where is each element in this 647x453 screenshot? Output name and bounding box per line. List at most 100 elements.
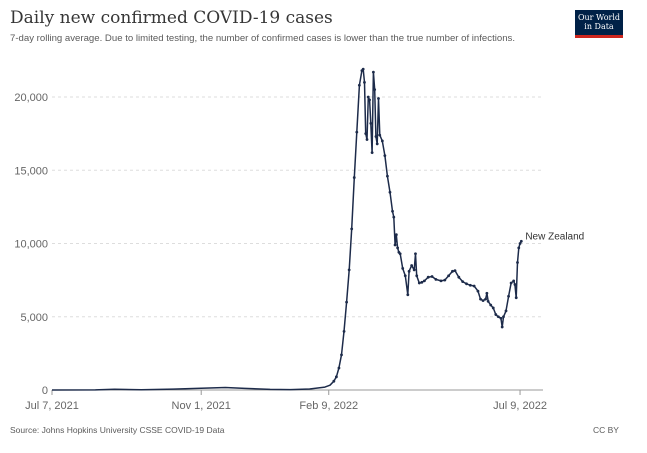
data-point[interactable]: [514, 296, 518, 300]
data-point[interactable]: [422, 279, 426, 283]
data-point[interactable]: [340, 353, 343, 357]
data-point[interactable]: [398, 252, 402, 256]
data-point[interactable]: [512, 279, 516, 283]
logo-line-2: in Data: [584, 22, 614, 31]
data-point[interactable]: [439, 279, 443, 283]
data-point[interactable]: [472, 284, 476, 288]
data-point[interactable]: [468, 283, 472, 287]
data-point[interactable]: [496, 315, 500, 319]
data-point[interactable]: [519, 239, 523, 243]
data-point[interactable]: [386, 174, 389, 178]
data-point[interactable]: [447, 274, 451, 278]
x-axis-tick-labels: Jul 7, 2021 Nov 1, 2021 Feb 9, 2022 Jul 9, …: [25, 390, 547, 412]
data-point[interactable]: [392, 215, 396, 219]
data-point[interactable]: [461, 280, 465, 283]
license-label[interactable]: CC BY: [593, 425, 619, 435]
data-point[interactable]: [369, 121, 373, 125]
data-point[interactable]: [502, 315, 505, 319]
owid-logo[interactable]: Our World in Data: [575, 10, 623, 38]
data-point[interactable]: [383, 154, 387, 158]
data-point[interactable]: [489, 303, 493, 307]
data-point[interactable]: [388, 190, 392, 194]
data-point[interactable]: [434, 277, 438, 281]
series-group: [51, 68, 522, 391]
data-point[interactable]: [347, 268, 351, 272]
data-point[interactable]: [513, 283, 517, 286]
data-point[interactable]: [364, 132, 368, 136]
y-tick-label: 15,000: [14, 165, 48, 177]
data-point[interactable]: [374, 135, 378, 138]
data-point[interactable]: [481, 299, 485, 303]
data-point[interactable]: [345, 300, 348, 304]
data-point[interactable]: [518, 242, 522, 245]
data-point[interactable]: [415, 274, 419, 278]
data-point[interactable]: [396, 246, 400, 250]
series-label-new-zealand[interactable]: New Zealand: [525, 231, 584, 242]
data-point[interactable]: [352, 176, 356, 179]
data-point[interactable]: [453, 269, 457, 273]
data-point[interactable]: [486, 299, 490, 303]
data-point[interactable]: [509, 281, 513, 285]
series-line[interactable]: [51, 68, 522, 391]
data-point[interactable]: [426, 275, 430, 279]
data-point[interactable]: [373, 88, 377, 92]
data-markers: [332, 67, 523, 383]
logo-line-1: Our World: [577, 13, 621, 22]
data-point[interactable]: [380, 139, 384, 143]
data-point[interactable]: [377, 97, 380, 100]
x-tick-label: Jul 7, 2021: [25, 400, 79, 412]
data-point[interactable]: [375, 142, 379, 146]
data-point[interactable]: [378, 133, 382, 137]
x-tick-label: Feb 9, 2022: [299, 400, 358, 412]
data-point[interactable]: [500, 325, 504, 329]
data-point[interactable]: [412, 268, 416, 272]
data-point[interactable]: [430, 275, 434, 278]
data-point[interactable]: [368, 98, 371, 102]
data-point[interactable]: [443, 278, 447, 282]
data-point[interactable]: [476, 289, 480, 293]
data-point[interactable]: [420, 280, 424, 284]
data-point[interactable]: [365, 138, 369, 141]
data-point[interactable]: [391, 209, 394, 213]
data-point[interactable]: [334, 375, 338, 379]
data-point[interactable]: [371, 70, 375, 74]
y-tick-label: 20,000: [14, 92, 48, 104]
gridlines: [52, 96, 543, 318]
data-point[interactable]: [403, 274, 407, 278]
chart-subtitle: 7-day rolling average. Due to limited te…: [10, 33, 515, 44]
data-point[interactable]: [485, 291, 489, 295]
data-point[interactable]: [491, 306, 495, 310]
data-point[interactable]: [401, 267, 405, 270]
data-point[interactable]: [407, 269, 411, 273]
data-point[interactable]: [484, 297, 488, 301]
data-point[interactable]: [516, 261, 519, 264]
data-point[interactable]: [355, 130, 359, 134]
x-tick-label: Jul 9, 2022: [493, 400, 547, 412]
data-point[interactable]: [507, 294, 510, 298]
data-point[interactable]: [393, 243, 397, 247]
data-point[interactable]: [361, 67, 365, 71]
data-point[interactable]: [504, 309, 508, 313]
data-point[interactable]: [517, 246, 521, 250]
data-point[interactable]: [363, 80, 366, 84]
source-note[interactable]: Source: Johns Hopkins University CSSE CO…: [10, 425, 225, 435]
data-point[interactable]: [366, 95, 370, 99]
data-point[interactable]: [494, 313, 498, 316]
data-point[interactable]: [370, 151, 374, 155]
data-point[interactable]: [451, 269, 454, 273]
data-point[interactable]: [465, 282, 468, 286]
data-point[interactable]: [417, 281, 421, 285]
data-point[interactable]: [479, 297, 482, 301]
data-point[interactable]: [499, 316, 503, 320]
data-point[interactable]: [414, 252, 417, 256]
data-point[interactable]: [357, 83, 361, 87]
data-point[interactable]: [406, 293, 410, 297]
data-point[interactable]: [332, 379, 336, 383]
data-point[interactable]: [410, 264, 414, 267]
data-point[interactable]: [342, 330, 346, 333]
data-point[interactable]: [457, 275, 461, 279]
data-point[interactable]: [350, 227, 354, 231]
data-point[interactable]: [394, 233, 398, 237]
y-axis-tick-labels: 0 5,000 10,000 15,000 20,000: [14, 92, 48, 397]
data-point[interactable]: [337, 366, 341, 370]
